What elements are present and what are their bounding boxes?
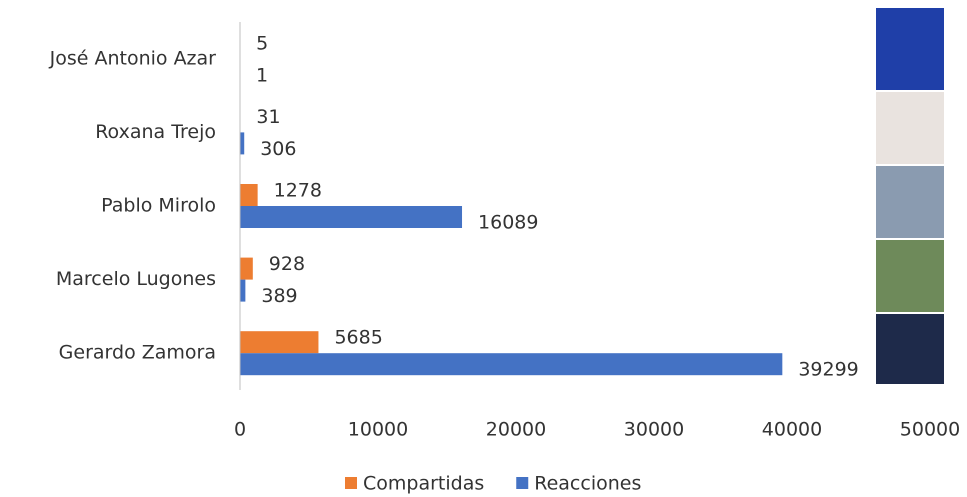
- data-label: 31: [256, 106, 280, 128]
- legend-swatch: [345, 477, 357, 489]
- x-tick-label: 40000: [762, 419, 822, 441]
- data-label: 39299: [798, 359, 858, 381]
- bar: [240, 331, 319, 354]
- data-label: 5: [256, 32, 268, 54]
- y-tick-label: Pablo Mirolo: [101, 195, 216, 217]
- x-tick-label: 50000: [900, 419, 960, 441]
- y-tick-label: Gerardo Zamora: [59, 342, 216, 364]
- data-label: 928: [269, 253, 305, 275]
- photo: [876, 166, 944, 238]
- bar: [240, 353, 783, 376]
- x-tick-label: 0: [234, 419, 246, 441]
- bar: [240, 279, 246, 302]
- legend-swatch: [516, 477, 529, 489]
- x-tick-label: 20000: [486, 419, 546, 441]
- bar: [240, 184, 258, 206]
- candidate-photos: [876, 8, 944, 384]
- bar: [240, 206, 463, 228]
- photo: [876, 92, 944, 164]
- data-label: 389: [261, 285, 297, 307]
- photo: [876, 314, 944, 384]
- y-tick-label: Roxana Trejo: [95, 121, 216, 143]
- y-tick-label: José Antonio Azar: [49, 47, 217, 69]
- photo: [876, 240, 944, 312]
- data-label: 1278: [274, 180, 322, 202]
- x-tick-label: 30000: [624, 419, 684, 441]
- data-label: 16089: [478, 212, 538, 234]
- y-tick-label: Marcelo Lugones: [56, 268, 216, 290]
- x-tick-label: 10000: [348, 419, 408, 441]
- bar: [240, 132, 245, 155]
- data-label: 1: [256, 64, 268, 86]
- bar: [240, 257, 253, 280]
- legend-label: Reacciones: [534, 473, 641, 495]
- legend-label: Compartidas: [363, 473, 484, 495]
- photo: [876, 8, 944, 90]
- data-label: 306: [260, 138, 296, 160]
- data-label: 5685: [334, 327, 382, 349]
